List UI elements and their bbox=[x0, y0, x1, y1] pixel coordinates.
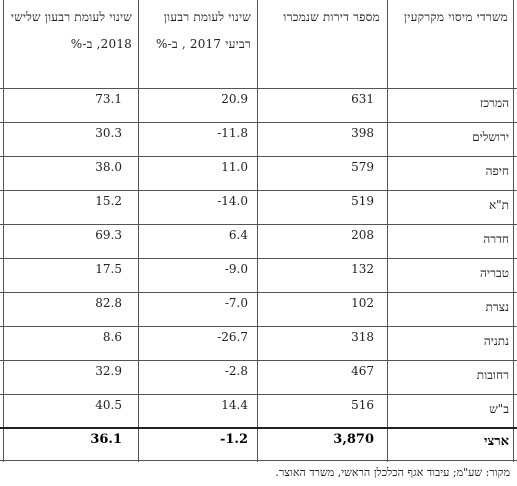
row-divider bbox=[0, 258, 517, 259]
total-change-2018-cell: 36.1 bbox=[90, 432, 122, 447]
apartments-cell: 467 bbox=[351, 364, 374, 378]
change-2017-cell: 20.9 bbox=[221, 92, 248, 106]
column-divider bbox=[387, 0, 388, 462]
change-2017-cell: -14.0 bbox=[217, 194, 248, 208]
row-divider bbox=[0, 122, 517, 123]
row-divider bbox=[0, 156, 517, 157]
header-district: משרדי מיסוי מקרקעין bbox=[403, 10, 508, 24]
change-2018-cell: 69.3 bbox=[95, 228, 122, 242]
district-cell: רחובות bbox=[476, 368, 509, 382]
row-divider bbox=[0, 292, 517, 293]
district-cell: טבריה bbox=[480, 266, 509, 280]
change-2018-cell: 38.0 bbox=[95, 160, 122, 174]
change-2018-cell: 17.5 bbox=[95, 262, 122, 276]
change-2018-cell: 15.2 bbox=[95, 194, 122, 208]
district-cell: ב"ש bbox=[489, 402, 509, 416]
row-divider bbox=[0, 360, 517, 361]
change-2017-cell: -2.8 bbox=[224, 364, 248, 378]
change-2017-cell: -26.7 bbox=[217, 330, 248, 344]
header-apartments-sold: מספר דירות שנמכרו bbox=[283, 10, 380, 24]
apartments-cell: 631 bbox=[351, 92, 374, 106]
total-district-cell: ארצי bbox=[484, 434, 509, 449]
apartments-cell: 208 bbox=[351, 228, 374, 242]
change-2017-cell: 11.0 bbox=[221, 160, 248, 174]
total-apartments-cell: 3,870 bbox=[333, 432, 374, 447]
district-cell: חדרה bbox=[483, 232, 509, 246]
change-2018-cell: 8.6 bbox=[102, 330, 122, 344]
apartments-cell: 398 bbox=[351, 126, 374, 140]
header-change-q4-2017: שינוי לעומת רבעון רביעי 2017 , ב-% bbox=[155, 10, 251, 51]
change-2018-cell: 73.1 bbox=[95, 92, 122, 106]
column-divider bbox=[138, 0, 139, 462]
row-divider bbox=[0, 326, 517, 327]
apartments-cell: 579 bbox=[351, 160, 374, 174]
change-2018-cell: 82.8 bbox=[95, 296, 122, 310]
change-2017-cell: -11.8 bbox=[217, 126, 248, 140]
change-2017-cell: -7.0 bbox=[224, 296, 248, 310]
row-divider bbox=[0, 88, 517, 89]
column-divider bbox=[3, 0, 4, 462]
district-cell: חיפה bbox=[485, 164, 509, 178]
change-2017-cell: 14.4 bbox=[221, 398, 248, 412]
apartments-cell: 519 bbox=[351, 194, 374, 208]
source-note: מקור: שע"מ; עיבוד אגף הכלכלן הראשי, משרד… bbox=[275, 466, 510, 479]
apartments-cell: 132 bbox=[351, 262, 374, 276]
column-divider bbox=[513, 0, 514, 462]
district-cell: ירושלים bbox=[472, 130, 509, 144]
row-divider bbox=[0, 190, 517, 191]
header-change-q3-2018: שינוי לעומת רבעון שלישי 2018, ב-% bbox=[10, 10, 132, 51]
change-2017-cell: 6.4 bbox=[228, 228, 248, 242]
row-divider bbox=[0, 224, 517, 225]
apartments-cell: 102 bbox=[351, 296, 374, 310]
district-cell: המרכז bbox=[479, 96, 509, 110]
row-divider bbox=[0, 394, 517, 395]
apartments-cell: 318 bbox=[351, 330, 374, 344]
district-cell: ת"א bbox=[488, 198, 509, 212]
column-divider bbox=[257, 0, 258, 462]
total-change-2017-cell: -1.2 bbox=[219, 432, 248, 447]
change-2017-cell: -9.0 bbox=[224, 262, 248, 276]
change-2018-cell: 30.3 bbox=[95, 126, 122, 140]
district-cell: נצרת bbox=[485, 300, 509, 314]
total-row-divider bbox=[0, 427, 517, 429]
row-divider bbox=[0, 460, 517, 461]
apartments-cell: 516 bbox=[351, 398, 374, 412]
change-2018-cell: 32.9 bbox=[95, 364, 122, 378]
change-2018-cell: 40.5 bbox=[95, 398, 122, 412]
district-cell: נתניה bbox=[483, 334, 509, 348]
